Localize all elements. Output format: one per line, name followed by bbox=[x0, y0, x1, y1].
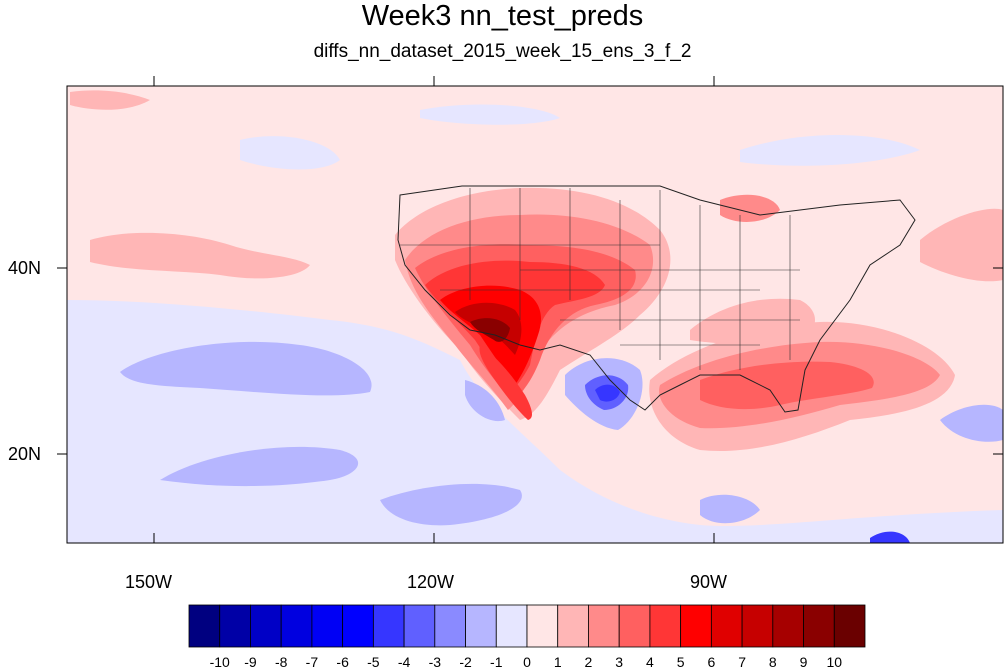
plot-subtitle: diffs_nn_dataset_2015_week_15_ens_3_f_2 bbox=[313, 41, 692, 62]
colorbar-label: -1 bbox=[490, 654, 503, 670]
field-blue-pacific-3 bbox=[380, 483, 522, 526]
field-red-ne-mid bbox=[720, 194, 780, 222]
lon-label-150w: 150W bbox=[125, 572, 173, 592]
colorbar-swatch bbox=[526, 604, 559, 648]
colorbar-swatch bbox=[588, 604, 620, 648]
colorbar-swatch bbox=[372, 604, 405, 648]
colorbar-swatch bbox=[311, 604, 344, 648]
us-outline bbox=[397, 185, 916, 413]
field-red-core-4 bbox=[470, 318, 510, 342]
colorbar-label: -9 bbox=[244, 654, 257, 670]
colorbar-label: -8 bbox=[275, 654, 288, 670]
colorbar-label: 9 bbox=[800, 654, 808, 670]
field-blue-ne bbox=[740, 135, 920, 166]
plot-title: Week3 nn_test_preds bbox=[361, 0, 644, 32]
colorbar-swatch bbox=[649, 604, 682, 648]
colorbar-swatch bbox=[219, 604, 251, 648]
colorbar-swatch bbox=[803, 604, 835, 648]
lon-label-120w: 120W bbox=[407, 572, 455, 592]
colorbar-label: 3 bbox=[615, 654, 623, 670]
axis-ticks bbox=[57, 76, 1003, 543]
colorbar-label: -5 bbox=[367, 654, 380, 670]
colorbar-label: 0 bbox=[523, 654, 531, 670]
colorbar-swatch bbox=[342, 604, 374, 648]
field-blue-pacific-2 bbox=[160, 446, 359, 487]
colorbar-swatch bbox=[280, 604, 313, 648]
colorbar-label: 1 bbox=[554, 654, 562, 670]
state-lines bbox=[400, 188, 800, 370]
colorbar: -10 -9 -8 -7 -6 -5 -4 -3 -2 -1 0 1 2 3 4 5 6 7 8 9 10 bbox=[188, 604, 866, 670]
colorbar-swatch bbox=[495, 604, 528, 648]
colorbar-label: -4 bbox=[398, 654, 411, 670]
colorbar-label: 2 bbox=[585, 654, 593, 670]
colorbar-label: -7 bbox=[306, 654, 319, 670]
colorbar-label: 5 bbox=[677, 654, 685, 670]
field-pink-east bbox=[920, 208, 1003, 282]
colorbar-label: -6 bbox=[336, 654, 349, 670]
colorbar-label: 4 bbox=[646, 654, 654, 670]
map-frame bbox=[66, 85, 1004, 544]
field-blue-caribbean bbox=[700, 494, 760, 524]
field-blue-east bbox=[940, 404, 1003, 442]
colorbar-swatch bbox=[434, 604, 466, 648]
colorbar-label: -10 bbox=[210, 654, 230, 670]
colorbar-swatch bbox=[403, 604, 436, 648]
field-pink-pacific bbox=[90, 232, 310, 279]
colorbar-swatch bbox=[833, 604, 866, 648]
field-blue-pacific-1 bbox=[120, 341, 372, 396]
lon-label-90w: 90W bbox=[690, 572, 728, 592]
field-blue-top bbox=[420, 104, 560, 125]
colorbar-swatch bbox=[250, 604, 282, 648]
field-blue-mexico-deep bbox=[595, 384, 620, 402]
map-panel bbox=[57, 76, 1004, 544]
lat-label-20n: 20N bbox=[8, 444, 42, 464]
colorbar-swatch bbox=[557, 604, 589, 648]
colorbar-label: 8 bbox=[769, 654, 777, 670]
colorbar-swatch bbox=[772, 604, 804, 648]
colorbar-label: 10 bbox=[826, 654, 842, 670]
colorbar-swatch bbox=[710, 604, 743, 648]
field-red-baja bbox=[479, 345, 532, 420]
field-blue-baja bbox=[465, 380, 505, 422]
colorbar-label: -3 bbox=[429, 654, 442, 670]
field-blue-se-corner bbox=[870, 531, 910, 543]
field-blue-topleft bbox=[240, 136, 340, 170]
colorbar-label: -2 bbox=[459, 654, 472, 670]
field-red-gulf-strong bbox=[700, 361, 874, 410]
colorbar-swatch bbox=[618, 604, 651, 648]
field-pink-nw bbox=[70, 90, 150, 110]
field-red-se bbox=[690, 298, 815, 344]
colorbar-swatch bbox=[465, 604, 497, 648]
colorbar-swatch bbox=[188, 604, 221, 648]
colorbar-label: 7 bbox=[738, 654, 746, 670]
colorbar-swatch bbox=[741, 604, 774, 648]
lat-label-40n: 40N bbox=[8, 258, 42, 278]
colorbar-swatch bbox=[680, 604, 712, 648]
colorbar-label: 6 bbox=[707, 654, 715, 670]
